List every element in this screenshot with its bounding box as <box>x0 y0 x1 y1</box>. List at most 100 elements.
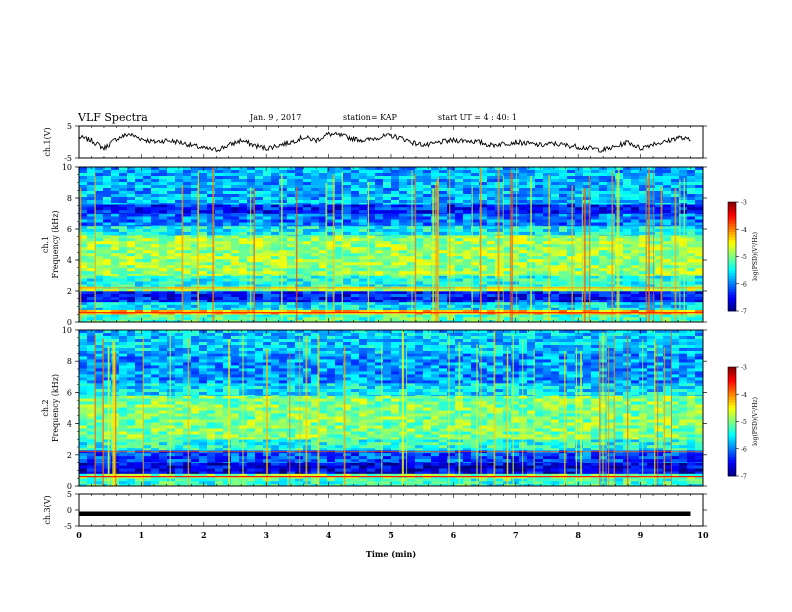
spec1-cell <box>511 176 520 180</box>
spec1-cell <box>95 167 104 171</box>
spec1-cell <box>359 200 368 204</box>
spec1-cell <box>599 314 608 318</box>
spec1-cell <box>159 289 168 292</box>
spec1-cell <box>311 281 320 285</box>
spec1-cell <box>239 188 248 192</box>
spec1-cell <box>263 231 272 236</box>
spec1-cell <box>447 213 456 214</box>
spec1-cell <box>471 188 480 192</box>
spec1-cell <box>503 291 512 295</box>
spec1-cell <box>207 250 216 254</box>
spec1-cell <box>231 185 240 189</box>
spec1-cell <box>375 259 384 263</box>
spec1-cell <box>447 262 456 266</box>
spec1-cell <box>111 213 120 217</box>
spec1-cell <box>583 179 592 183</box>
spec1-cell <box>471 250 480 254</box>
spec1-cell <box>559 259 568 263</box>
spec1-cell <box>207 256 216 260</box>
spec1-cell <box>519 188 528 192</box>
spec1-cell <box>551 268 560 272</box>
spec1-cell <box>463 256 472 260</box>
spec1-cell <box>575 320 584 323</box>
spec1-cell <box>623 262 632 266</box>
spec1-cell <box>87 309 96 313</box>
spec1-cell <box>135 274 144 276</box>
spec2-cell <box>367 478 376 482</box>
spec1-cell <box>623 253 632 257</box>
spec1-cell <box>215 265 224 269</box>
spec1-cell <box>231 317 240 321</box>
spec1-cell <box>151 203 160 205</box>
spec1-cell <box>599 259 608 263</box>
spec1-cell <box>663 225 672 230</box>
spec1-cell <box>415 284 424 287</box>
spec1-cell <box>343 194 352 198</box>
spec1-cell <box>87 278 96 282</box>
spec1-cell <box>639 291 648 295</box>
spec1-cell <box>223 320 232 323</box>
spec1-cell <box>167 170 176 174</box>
spec1-cell <box>271 235 280 239</box>
spec1-cell <box>223 179 232 183</box>
spec1-cell <box>639 235 648 239</box>
spec1-cell <box>303 314 312 318</box>
spec1-cell <box>439 191 448 195</box>
spec1-cell <box>655 289 664 292</box>
spec1-cell <box>327 200 336 204</box>
spec1-cell <box>215 203 224 205</box>
spec1-cell <box>455 216 464 220</box>
spec1-cell <box>591 304 600 309</box>
spec1-cell <box>351 182 360 186</box>
spec1-cell <box>583 271 592 275</box>
spec1-cell <box>207 185 216 189</box>
spec1-cell <box>551 291 560 295</box>
spec1-cell <box>239 247 248 251</box>
spec1-cell <box>239 281 248 285</box>
spec1-cell <box>647 256 656 260</box>
spec1-cell <box>175 235 184 239</box>
spec1-cell <box>207 207 216 211</box>
spec1-cell <box>311 291 320 295</box>
spec1-cell <box>127 268 136 272</box>
spec1-cell <box>183 216 192 220</box>
spec1-cell <box>143 176 152 180</box>
spec1-cell <box>399 300 408 303</box>
spec1-cell <box>551 278 560 282</box>
spec1-cell <box>175 204 184 208</box>
spec1-cell <box>263 238 272 242</box>
spec1-cell <box>375 317 384 321</box>
spec1-cell <box>663 173 672 177</box>
spec1-cell <box>383 235 392 239</box>
spec1-cell <box>639 244 648 248</box>
spec1-cell <box>503 185 512 189</box>
spec1-cell <box>647 235 656 239</box>
spec1-cell <box>351 265 360 269</box>
spec1-cell <box>287 197 296 201</box>
spec2-cells <box>79 330 704 487</box>
spec1-cell <box>303 271 312 275</box>
spec1-cell <box>599 194 608 198</box>
spec1-ytick-label: 10 <box>62 163 72 172</box>
spec1-cell <box>87 234 96 236</box>
spec1-cell <box>191 265 200 269</box>
spec1-cell <box>151 294 160 298</box>
spec1-cell <box>687 289 696 292</box>
spec1-cell <box>119 262 128 266</box>
spec1-cell <box>543 265 552 269</box>
spec1-cell <box>183 297 192 301</box>
spec1-cell <box>503 259 512 263</box>
spec1-cell <box>271 259 280 263</box>
spec1-cell <box>543 294 552 298</box>
spec1-cell <box>127 185 136 189</box>
spec1-cell <box>239 191 248 195</box>
spec1-cell <box>199 265 208 269</box>
spec1-cell <box>415 219 424 223</box>
spec1-cell <box>239 228 248 233</box>
spec1-cell <box>375 179 384 183</box>
spec1-cell <box>303 297 312 301</box>
spec1-cell <box>327 235 336 239</box>
spec1-cell <box>327 253 336 257</box>
spec1-cell <box>87 256 96 260</box>
spec1-cell <box>591 200 600 204</box>
